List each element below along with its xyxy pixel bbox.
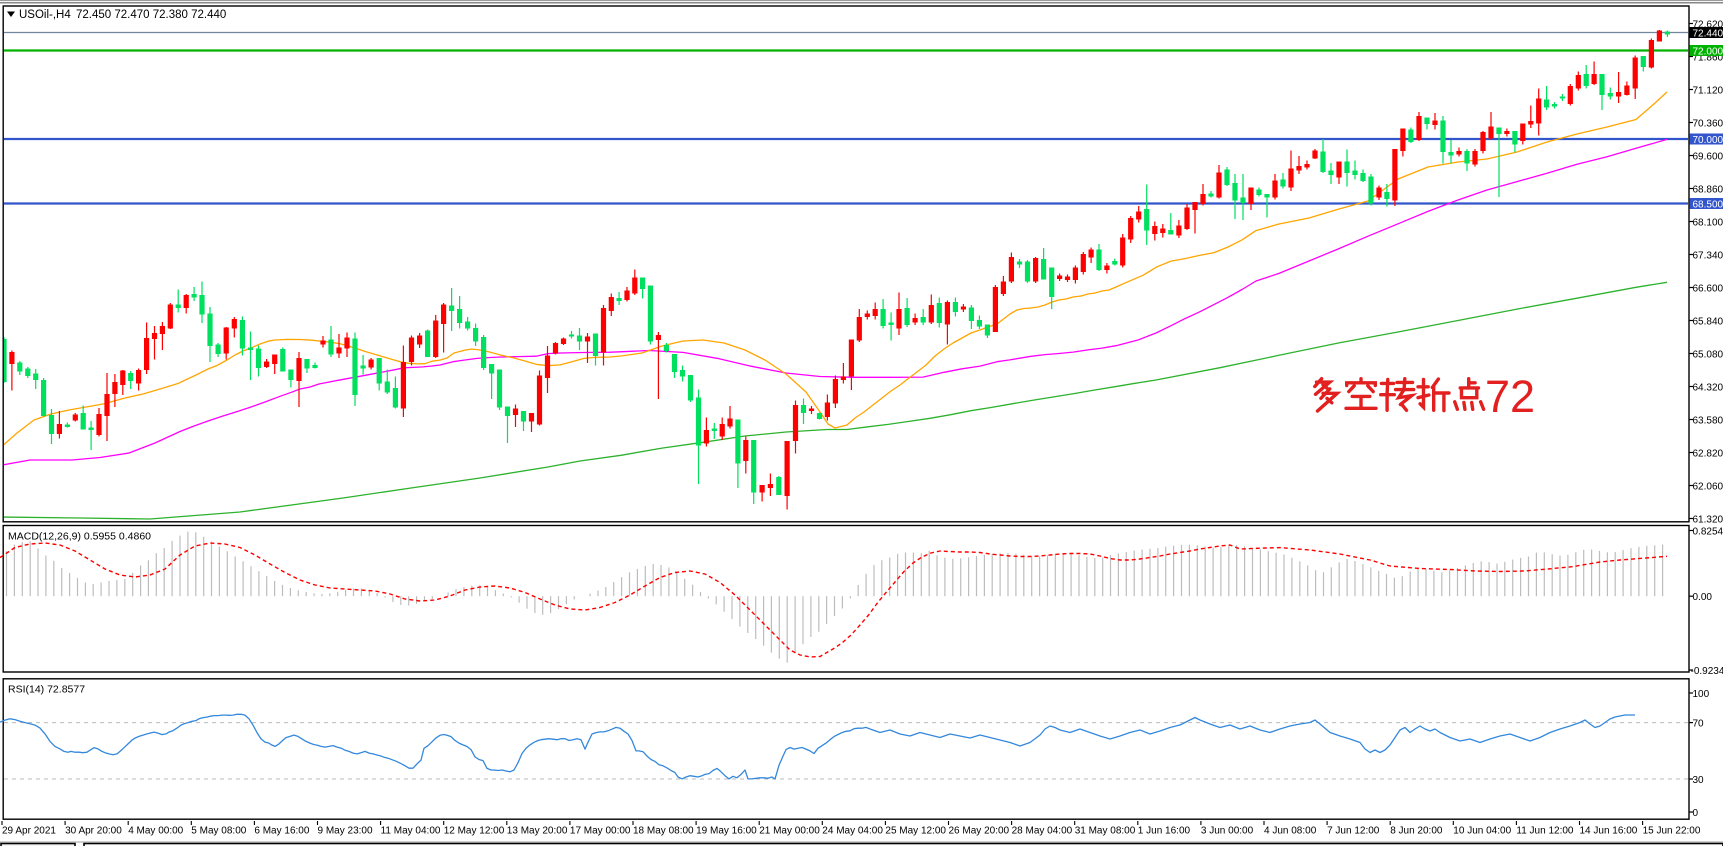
svg-text:72: 72	[1485, 371, 1535, 422]
svg-text:31 May 08:00: 31 May 08:00	[1075, 826, 1136, 837]
svg-text:28 May 04:00: 28 May 04:00	[1012, 826, 1073, 837]
svg-text:26 May 20:00: 26 May 20:00	[949, 826, 1010, 837]
svg-text:72.000: 72.000	[1693, 47, 1723, 58]
svg-text:3 Jun 00:00: 3 Jun 00:00	[1201, 826, 1254, 837]
svg-text:17 May 00:00: 17 May 00:00	[570, 826, 631, 837]
svg-text:18 May 08:00: 18 May 08:00	[633, 826, 694, 837]
svg-text:0.8254: 0.8254	[1693, 527, 1723, 538]
svg-text:68.860: 68.860	[1693, 185, 1723, 196]
svg-text:24 May 04:00: 24 May 04:00	[822, 826, 883, 837]
svg-text:4 Jun 08:00: 4 Jun 08:00	[1264, 826, 1317, 837]
svg-text:14 Jun 16:00: 14 Jun 16:00	[1580, 826, 1638, 837]
svg-text:70.000: 70.000	[1693, 135, 1723, 146]
svg-text:61.320: 61.320	[1693, 515, 1723, 526]
svg-text:70.360: 70.360	[1693, 119, 1723, 130]
svg-text:66.600: 66.600	[1693, 284, 1723, 295]
svg-text:11 May 04:00: 11 May 04:00	[381, 826, 441, 837]
svg-text:68.500: 68.500	[1693, 200, 1723, 211]
svg-text:100: 100	[1693, 689, 1710, 700]
svg-text:72.450 72.470 72.380 72.440: 72.450 72.470 72.380 72.440	[76, 9, 226, 21]
svg-text:29 Apr 2021: 29 Apr 2021	[2, 826, 56, 837]
svg-text:RSI(14) 72.8577: RSI(14) 72.8577	[8, 684, 85, 696]
svg-text:71.120: 71.120	[1693, 86, 1723, 97]
svg-text:5 May 08:00: 5 May 08:00	[191, 826, 246, 837]
svg-text:-0.9234: -0.9234	[1691, 666, 1723, 677]
svg-text:25 May 12:00: 25 May 12:00	[885, 826, 946, 837]
svg-text:21 May 00:00: 21 May 00:00	[759, 826, 820, 837]
svg-text:0.00: 0.00	[1693, 592, 1713, 603]
svg-text:11 Jun 12:00: 11 Jun 12:00	[1516, 826, 1574, 837]
svg-text:64.320: 64.320	[1693, 383, 1723, 394]
svg-text:30: 30	[1693, 775, 1705, 786]
svg-text:7 Jun 12:00: 7 Jun 12:00	[1327, 826, 1380, 837]
svg-text:9 May 23:00: 9 May 23:00	[318, 826, 373, 837]
svg-text:6 May 16:00: 6 May 16:00	[254, 826, 309, 837]
svg-text:69.600: 69.600	[1693, 152, 1723, 163]
svg-text:10 Jun 04:00: 10 Jun 04:00	[1453, 826, 1511, 837]
svg-text:4 May 00:00: 4 May 00:00	[128, 826, 183, 837]
svg-text:15 Jun 22:00: 15 Jun 22:00	[1643, 826, 1701, 837]
svg-text:65.080: 65.080	[1693, 350, 1723, 361]
svg-text:12 May 12:00: 12 May 12:00	[444, 826, 505, 837]
svg-text:0: 0	[1693, 808, 1699, 819]
svg-text:MACD(12,26,9) 0.5955 0.4860: MACD(12,26,9) 0.5955 0.4860	[8, 531, 151, 543]
svg-text:67.340: 67.340	[1693, 251, 1723, 262]
svg-text:13 May 20:00: 13 May 20:00	[507, 826, 568, 837]
svg-text:62.820: 62.820	[1693, 449, 1723, 460]
svg-text:62.060: 62.060	[1693, 482, 1723, 493]
svg-text:USOil-,H4: USOil-,H4	[19, 9, 71, 21]
svg-text:65.840: 65.840	[1693, 317, 1723, 328]
svg-text:30 Apr 20:00: 30 Apr 20:00	[65, 826, 122, 837]
svg-text:68.100: 68.100	[1693, 218, 1723, 229]
svg-text:1 Jun 16:00: 1 Jun 16:00	[1138, 826, 1191, 837]
svg-text:8 Jun 20:00: 8 Jun 20:00	[1390, 826, 1443, 837]
svg-text:70: 70	[1693, 719, 1705, 730]
svg-text:72.440: 72.440	[1693, 29, 1723, 40]
svg-text:19 May 16:00: 19 May 16:00	[696, 826, 757, 837]
svg-text:63.580: 63.580	[1693, 416, 1723, 427]
